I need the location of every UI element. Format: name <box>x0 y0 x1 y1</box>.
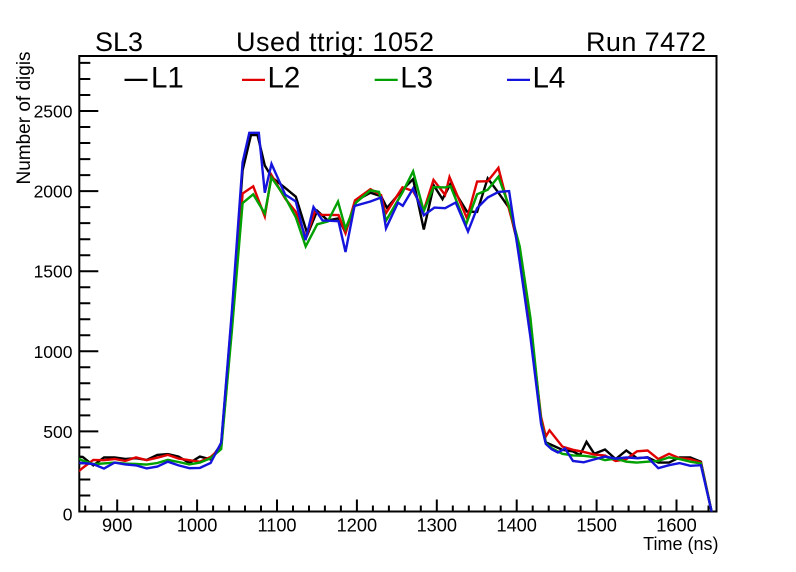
svg-text:1000: 1000 <box>177 516 217 536</box>
svg-text:Used ttrig: 1052: Used ttrig: 1052 <box>236 27 434 57</box>
svg-text:SL3: SL3 <box>95 27 143 57</box>
svg-text:Number of digis: Number of digis <box>14 51 35 184</box>
svg-text:L3: L3 <box>400 62 433 95</box>
svg-text:1300: 1300 <box>417 516 457 536</box>
svg-text:2500: 2500 <box>34 102 73 122</box>
svg-text:L1: L1 <box>151 62 184 95</box>
svg-text:1400: 1400 <box>496 516 536 536</box>
svg-text:1100: 1100 <box>257 516 296 536</box>
svg-text:900: 900 <box>102 516 132 536</box>
svg-text:1500: 1500 <box>576 516 616 536</box>
svg-text:1500: 1500 <box>34 262 73 282</box>
svg-text:L2: L2 <box>268 62 301 95</box>
svg-text:2000: 2000 <box>34 182 73 202</box>
svg-text:0: 0 <box>63 505 73 525</box>
svg-text:1200: 1200 <box>337 516 377 536</box>
svg-text:1600: 1600 <box>656 516 696 536</box>
svg-text:Run 7472: Run 7472 <box>586 27 706 57</box>
svg-text:500: 500 <box>43 422 72 442</box>
svg-text:L4: L4 <box>533 62 566 95</box>
svg-text:1000: 1000 <box>34 342 73 362</box>
svg-text:Time (ns): Time (ns) <box>643 534 718 554</box>
